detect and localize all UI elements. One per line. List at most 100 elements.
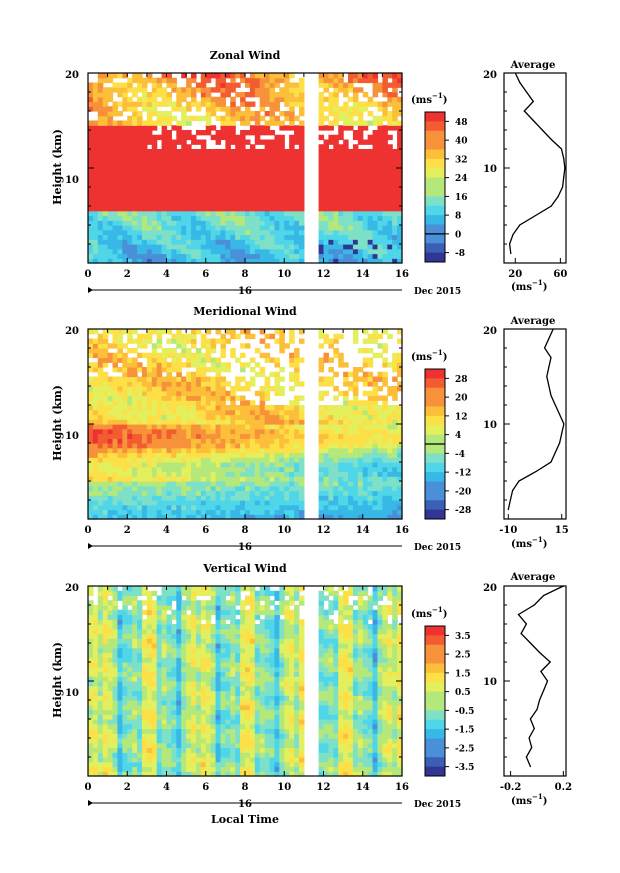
zonal-cell	[215, 206, 222, 212]
zonal-cell	[392, 244, 398, 250]
zonal-cell	[137, 111, 143, 117]
meridional-cell	[318, 405, 325, 411]
zonal-cell	[387, 191, 393, 198]
meridional-cell	[367, 438, 374, 444]
meridional-cell	[132, 381, 138, 387]
vertical-cell	[132, 700, 138, 706]
zonal-cell	[289, 225, 295, 231]
zonal-cell	[372, 77, 379, 84]
meridional-date-day: 16	[238, 542, 252, 553]
zonal-cell	[112, 158, 119, 164]
vertical-cell	[127, 757, 133, 763]
vertical-cell	[88, 624, 94, 630]
zonal-cell	[161, 77, 168, 84]
zonal-cell	[137, 149, 143, 155]
zonal-cell	[102, 206, 109, 212]
vertical-cell	[102, 662, 109, 668]
meridional-cell	[186, 509, 192, 515]
meridional-cell	[176, 386, 182, 392]
meridional-cell	[166, 381, 173, 387]
meridional-cell	[328, 466, 334, 473]
meridional-cell	[269, 509, 276, 515]
zonal-cell	[107, 215, 114, 221]
meridional-colorbar-label: 28	[455, 375, 468, 385]
zonal-cell	[200, 215, 207, 221]
meridional-cell	[289, 452, 295, 458]
meridional-cell	[102, 438, 109, 444]
meridional-cell	[289, 376, 295, 382]
zonal-cell	[176, 253, 182, 259]
zonal-cell	[215, 229, 222, 236]
zonal-cell	[156, 182, 163, 188]
zonal-cell	[240, 210, 246, 217]
vertical-cell	[92, 714, 99, 720]
vertical-cell	[117, 681, 123, 687]
zonal-cell	[387, 96, 393, 103]
meridional-cell	[195, 352, 202, 359]
zonal-cell	[112, 125, 119, 131]
zonal-cell	[117, 130, 123, 136]
meridional-cell	[191, 471, 197, 477]
meridional-cell	[235, 495, 241, 501]
zonal-cell	[161, 153, 168, 160]
zonal-cell	[146, 258, 153, 264]
meridional-cell	[122, 509, 128, 515]
zonal-cell	[205, 258, 212, 264]
meridional-cell	[122, 381, 128, 387]
zonal-cell	[348, 253, 354, 259]
meridional-cell	[367, 362, 374, 368]
zonal-cell	[151, 101, 158, 107]
zonal-cell	[141, 130, 148, 136]
zonal-cell	[352, 134, 359, 141]
zonal-cell	[352, 172, 359, 179]
meridional-cell	[333, 419, 339, 425]
zonal-cell	[127, 234, 133, 240]
meridional-cell	[200, 371, 207, 378]
zonal-cell	[102, 253, 109, 259]
meridional-cell	[195, 362, 202, 368]
vertical-cell	[107, 666, 114, 673]
zonal-cell	[97, 106, 104, 112]
zonal-cell	[298, 92, 305, 98]
meridional-cell	[372, 390, 379, 397]
zonal-cell	[132, 139, 138, 145]
vertical-cell	[88, 605, 94, 611]
vertical-cell	[117, 685, 123, 692]
zonal-cell	[181, 139, 187, 145]
zonal-cell	[259, 196, 266, 202]
zonal-cell	[392, 196, 398, 202]
zonal-cell	[117, 172, 123, 179]
meridional-cell	[284, 438, 290, 444]
meridional-cell	[230, 333, 236, 340]
zonal-cell	[333, 248, 339, 255]
zonal-cell	[240, 229, 246, 236]
vertical-cell	[117, 619, 123, 625]
zonal-cell	[112, 234, 119, 240]
meridional-cell	[318, 471, 325, 477]
zonal-cell	[112, 196, 119, 202]
zonal-cell	[151, 153, 158, 160]
zonal-cell	[166, 234, 173, 240]
zonal-cell	[181, 144, 187, 150]
zonal-cell	[176, 92, 182, 98]
meridional-cell	[264, 433, 271, 439]
meridional-cell	[220, 457, 226, 463]
zonal-cell	[274, 210, 280, 217]
vertical-cell	[92, 662, 99, 668]
zonal-cell	[127, 258, 133, 264]
zonal-cell	[328, 220, 334, 226]
zonal-cell	[240, 77, 246, 84]
meridional-cell	[357, 504, 364, 511]
meridional-cell	[117, 433, 123, 439]
zonal-cell	[146, 96, 153, 103]
zonal-cell	[191, 239, 197, 245]
zonal-cell	[151, 168, 158, 174]
meridional-cell	[117, 376, 123, 382]
meridional-cell	[343, 428, 349, 435]
vertical-cell	[102, 647, 109, 654]
zonal-cell	[279, 187, 285, 193]
meridional-cell	[215, 414, 222, 420]
zonal-cell	[112, 111, 119, 117]
meridional-cell	[362, 419, 369, 425]
